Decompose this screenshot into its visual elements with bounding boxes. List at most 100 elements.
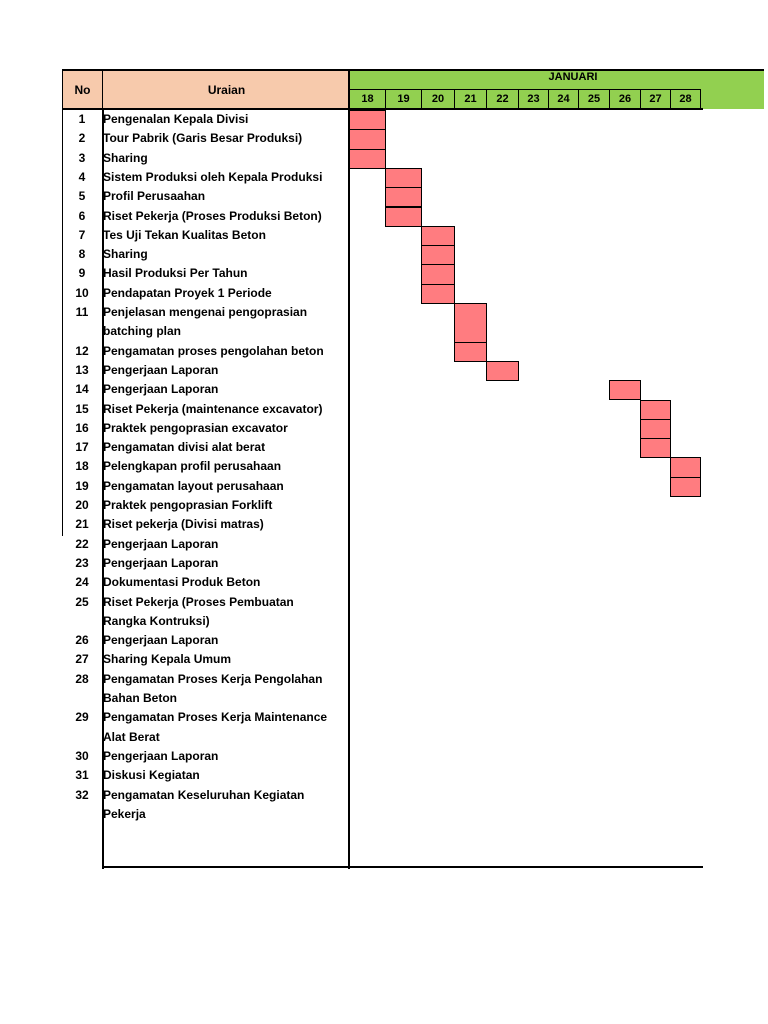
row-description: Tour Pabrik (Garis Besar Produksi) <box>103 131 303 146</box>
row-number: 19 <box>75 478 89 493</box>
row-number: 12 <box>75 343 89 358</box>
row-number: 11 <box>75 305 89 319</box>
row-number: 27 <box>75 652 89 667</box>
row-number: 9 <box>78 266 86 281</box>
row-description: Riset Pekerja (Proses Pembuatan <box>103 594 294 609</box>
schedule-bar <box>670 457 701 478</box>
schedule-bar <box>385 167 422 189</box>
row-description: Pengerjaan Laporan <box>103 362 219 377</box>
schedule-bar <box>349 129 386 150</box>
row-description: Pelengkapan profil perusahaan <box>103 459 282 474</box>
row-number: 6 <box>78 208 86 223</box>
row-description: Pengerjaan Laporan <box>103 748 219 763</box>
day-header-cell: 22 <box>486 89 519 109</box>
schedule-bar <box>421 225 455 247</box>
row-number: 5 <box>78 189 86 204</box>
schedule-bar <box>421 283 455 304</box>
row-description: Pengamatan Proses Kerja Maintenance <box>103 710 328 725</box>
row-number: 10 <box>75 285 89 300</box>
row-description: Sharing <box>103 247 148 262</box>
row-number: 1 <box>78 112 86 126</box>
row-number: 28 <box>75 671 89 686</box>
day-header-cell: 23 <box>518 89 549 109</box>
row-description: Penjelasan mengenai pengoprasian <box>103 305 308 319</box>
row-number: 31 <box>75 768 89 783</box>
row-description: Pengamatan Keseluruhan Kegiatan <box>103 787 305 802</box>
row-number: 4 <box>78 169 86 184</box>
day-header-cell: 20 <box>421 89 455 109</box>
row-number: 18 <box>75 459 89 474</box>
day-header-cell: 18 <box>349 89 386 109</box>
schedule-bar <box>640 418 671 440</box>
uraian-left-rule <box>102 108 104 869</box>
schedule-bar <box>349 148 386 169</box>
day-header-cell: 19 <box>385 89 422 109</box>
schedule-bar <box>454 303 487 343</box>
row-description: Riset Pekerja (Proses Produksi Beton) <box>103 208 322 223</box>
row-description: Pengamatan proses pengolahan beton <box>103 343 324 358</box>
row-description: Pengamatan Proses Kerja Pengolahan <box>103 671 323 686</box>
schedule-bar <box>670 476 701 497</box>
top-rule <box>62 108 703 110</box>
row-number: 8 <box>78 247 86 262</box>
schedule-bar <box>349 110 386 131</box>
row-description: Pendapatan Proyek 1 Periode <box>103 285 272 300</box>
row-number: 22 <box>75 536 89 551</box>
month-label: JANUARI <box>548 71 598 83</box>
row-number: 16 <box>75 420 89 435</box>
uraian-right-rule <box>348 69 350 869</box>
row-description: Profil Perusaahan <box>103 189 206 204</box>
day-header-cell: 25 <box>578 89 610 109</box>
row-number: 25 <box>75 594 89 609</box>
row-description: Riset Pekerja (maintenance excavator) <box>103 401 323 416</box>
schedule-bar <box>486 360 519 382</box>
row-number: 23 <box>75 555 89 570</box>
row-description: Pengerjaan Laporan <box>103 536 219 551</box>
row-description: Pekerja <box>103 806 146 821</box>
row-description: Bahan Beton <box>103 691 178 705</box>
row-number: 20 <box>75 498 89 512</box>
schedule-bar <box>609 380 641 401</box>
row-description: Praktek pengoprasian Forklift <box>103 498 273 512</box>
row-number: 29 <box>75 710 89 725</box>
row-description: Pengenalan Kepala Divisi <box>103 112 249 126</box>
row-description: Hasil Produksi Per Tahun <box>103 266 248 281</box>
no-column-rule <box>62 108 63 536</box>
day-header-cell: 21 <box>454 89 487 109</box>
schedule-bar <box>454 341 487 362</box>
row-description: Alat Berat <box>103 729 160 744</box>
schedule-bar <box>421 245 455 266</box>
row-description: Pengamatan divisi alat berat <box>103 440 266 455</box>
row-description: Riset pekerja (Divisi matras) <box>103 517 264 532</box>
row-number: 14 <box>75 382 89 397</box>
schedule-bar <box>421 264 455 285</box>
row-description: Pengerjaan Laporan <box>103 633 219 648</box>
row-number: 24 <box>75 575 89 590</box>
row-description: Sharing <box>103 150 148 165</box>
row-description: Pengerjaan Laporan <box>103 382 219 397</box>
row-number: 26 <box>75 633 89 648</box>
row-number: 32 <box>75 787 89 802</box>
column-header-no: No <box>62 69 102 109</box>
row-description: Pengerjaan Laporan <box>103 555 219 570</box>
row-number: 13 <box>75 362 89 377</box>
row-number: 7 <box>78 227 86 242</box>
row-number: 3 <box>78 150 86 165</box>
row-description: batching plan <box>103 324 181 339</box>
row-description: Pengamatan layout perusahaan <box>103 478 284 493</box>
bottom-rule <box>102 866 703 868</box>
row-description: Praktek pengoprasian excavator <box>103 420 288 435</box>
row-number: 21 <box>75 517 89 532</box>
row-description: Sharing Kepala Umum <box>103 652 232 667</box>
row-description: Sistem Produksi oleh Kepala Produksi <box>103 169 323 184</box>
row-number: 30 <box>75 748 89 763</box>
schedule-bar <box>385 206 422 227</box>
column-header-uraian: Uraian <box>102 69 350 109</box>
row-description: Dokumentasi Produk Beton <box>103 575 261 590</box>
day-header-cell: 26 <box>609 89 641 109</box>
day-header-cell: 28 <box>670 89 701 109</box>
schedule-bar <box>640 399 671 420</box>
row-number: 15 <box>75 401 89 416</box>
schedule-bar <box>385 187 422 208</box>
row-number: 2 <box>78 131 86 146</box>
